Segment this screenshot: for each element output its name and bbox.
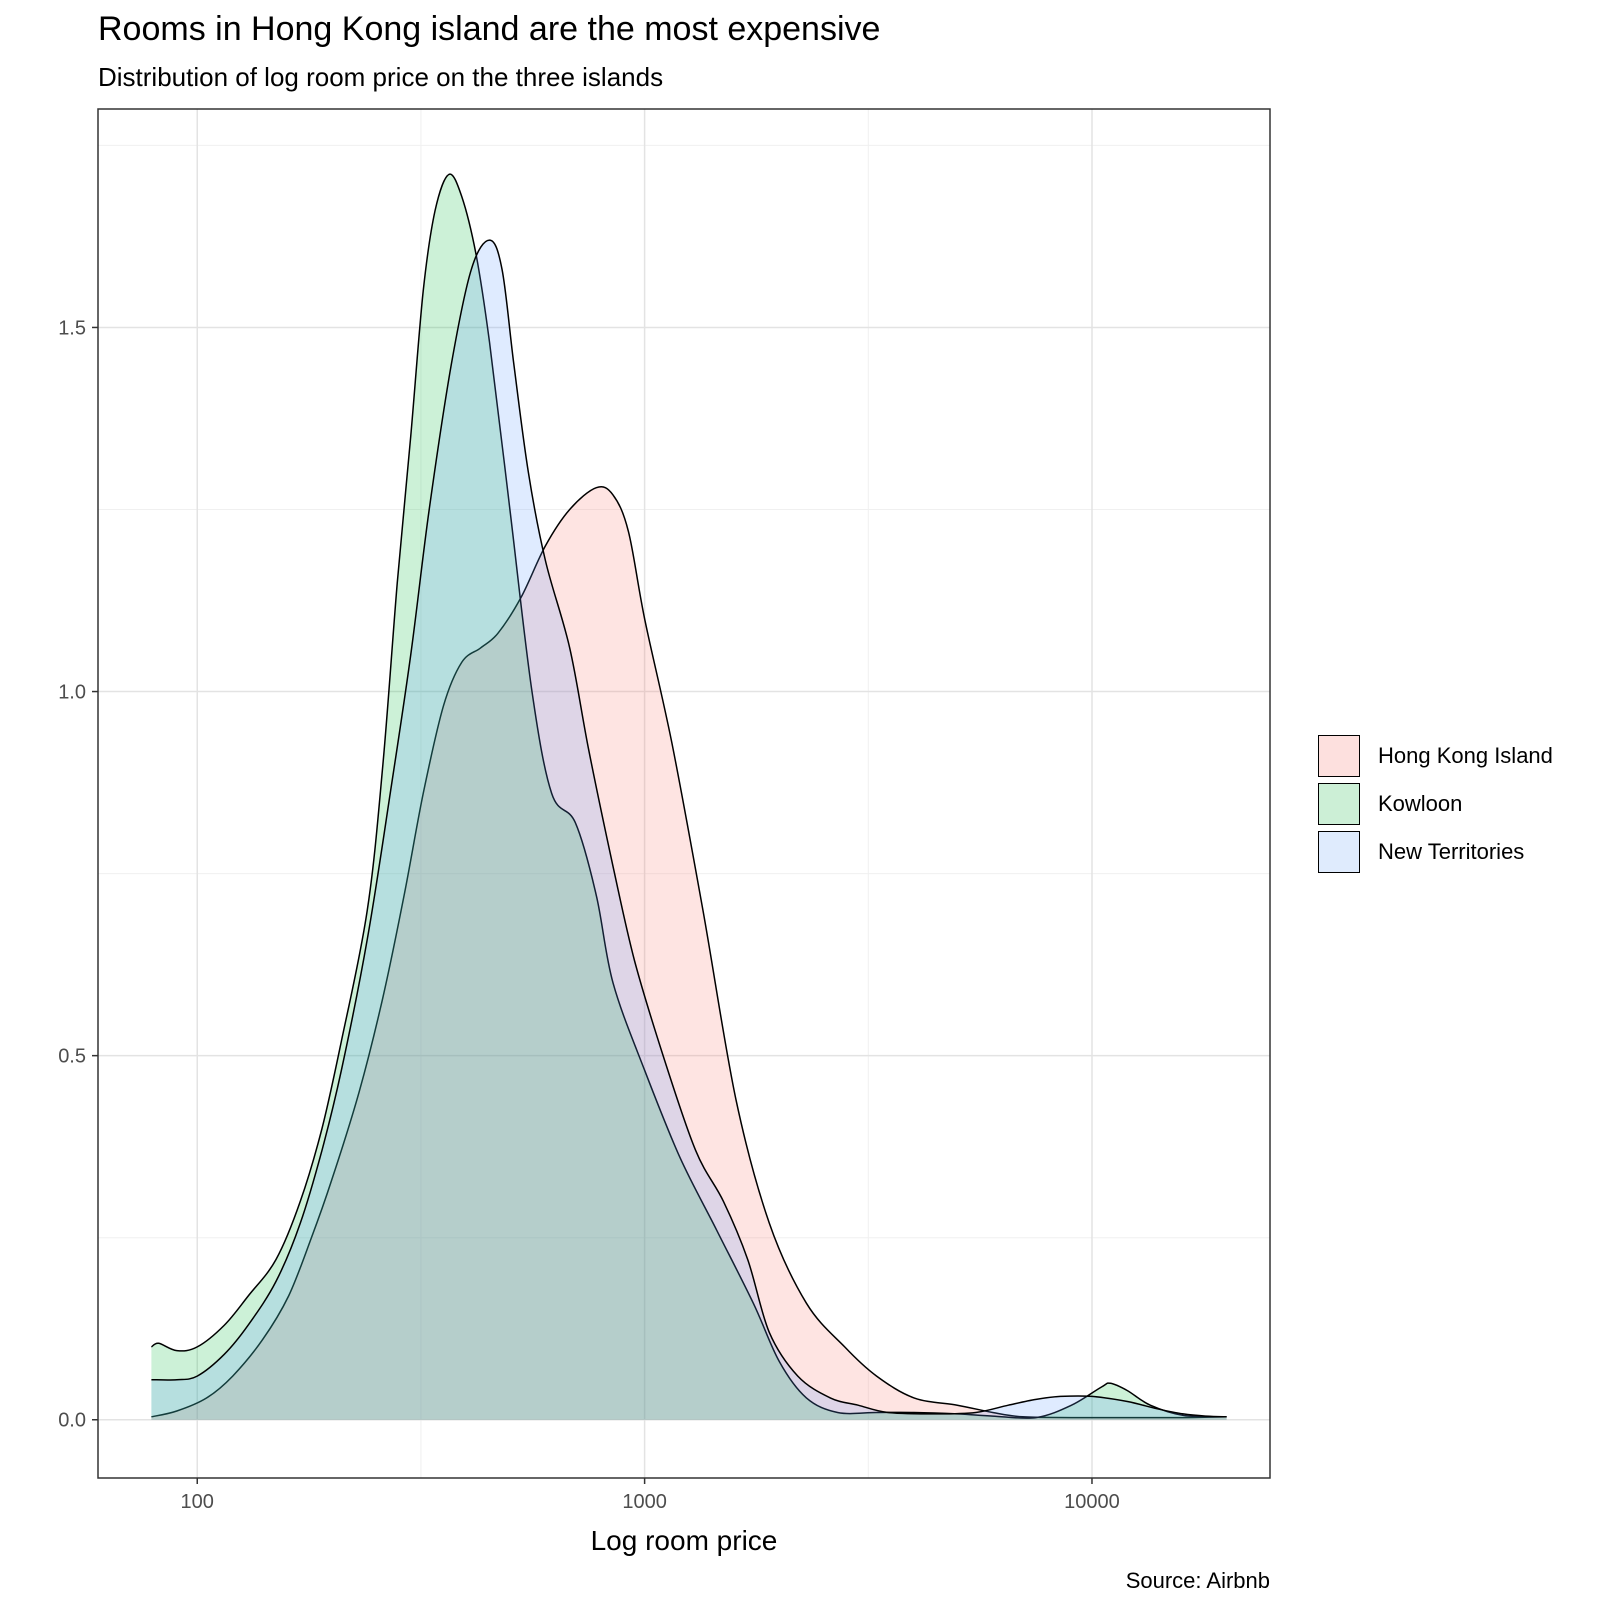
- density-line-new-territories: [151, 239, 1227, 1418]
- legend-label: New Territories: [1378, 839, 1525, 864]
- legend-label: Kowloon: [1378, 791, 1463, 816]
- x-axis-title: Log room price: [591, 1525, 778, 1556]
- panel-border: [97, 108, 1271, 1479]
- y-tick-label: 0.0: [58, 1410, 86, 1432]
- chart-title: Rooms in Hong Kong island are the most e…: [98, 10, 881, 48]
- chart-subtitle: Distribution of log room price on the th…: [98, 62, 664, 92]
- density-line-kowloon: [150, 173, 1227, 1419]
- density-area-kowloon: [151, 174, 1227, 1420]
- x-tick-label: 1000: [622, 1491, 667, 1513]
- grid-lines: [98, 109, 1270, 1478]
- legend-key-hong-kong-island: [1318, 735, 1360, 777]
- x-tick-label: 100: [181, 1491, 214, 1513]
- legend-item-kowloon[interactable]: Kowloon: [1318, 780, 1553, 828]
- series-layer: [150, 173, 1227, 1420]
- legend-label: Hong Kong Island: [1378, 743, 1553, 768]
- y-tick-label: 1.0: [58, 682, 86, 704]
- legend-item-new-territories[interactable]: New Territories: [1318, 828, 1553, 876]
- density-area-new-territories: [151, 240, 1227, 1420]
- source-caption: Source: Airbnb: [1125, 1568, 1270, 1593]
- legend-key-new-territories: [1318, 831, 1360, 873]
- legend-key-kowloon: [1318, 783, 1360, 825]
- y-tick-label: 0.5: [58, 1046, 86, 1068]
- density-area-hong-kong-island: [151, 486, 1227, 1420]
- axis-ticks: 0.0 0.5 1.0 1.5 100 1000 10000: [58, 317, 1120, 1513]
- legend: Hong Kong Island Kowloon New Territories: [1318, 732, 1553, 876]
- legend-item-hong-kong-island[interactable]: Hong Kong Island: [1318, 732, 1553, 780]
- density-line-hong-kong-island: [151, 486, 1227, 1419]
- y-tick-label: 1.5: [58, 317, 86, 339]
- x-tick-label: 10000: [1064, 1491, 1120, 1513]
